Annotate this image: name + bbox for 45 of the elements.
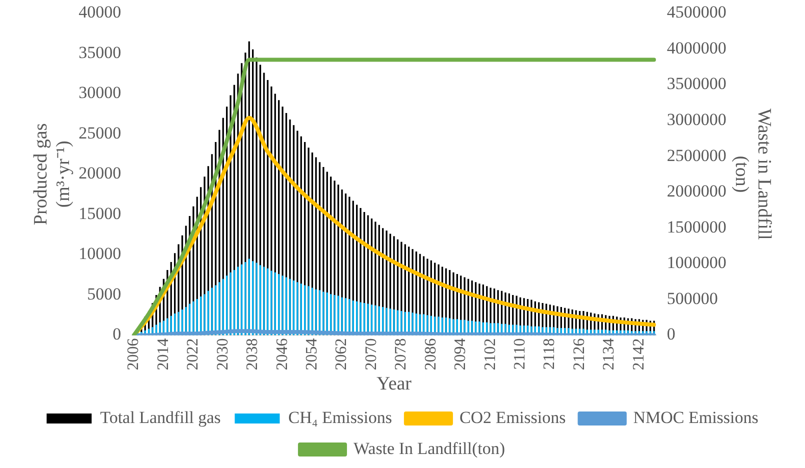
y-tick-label: 30000	[78, 83, 122, 102]
x-tick-label: 2006	[125, 338, 142, 370]
y-tick-label: 20000	[78, 164, 122, 183]
legend-label: NMOC Emissions	[633, 408, 758, 427]
y2-tick-label: 1500000	[666, 217, 726, 236]
x-tick-label: 2046	[274, 338, 291, 370]
y-tick-label: 0	[112, 324, 122, 344]
x-axis-title: Year	[376, 374, 412, 395]
legend-label: CH₄ Emissions	[288, 408, 392, 427]
x-tick-label: 2062	[333, 338, 350, 370]
x-tick-label: 2110	[512, 338, 529, 370]
x-tick-label: 2078	[392, 338, 410, 370]
y2-tick-label: 500000	[666, 288, 718, 308]
y2-axis-title: Waste in Landfill (ton)	[730, 108, 775, 240]
x-tick-label: 2070	[362, 338, 380, 370]
x-tick-label: 2142	[630, 338, 648, 370]
x-tick-label: 2094	[452, 338, 470, 370]
legend-label: Waste In Landfill(ton)	[353, 438, 506, 458]
x-tick-label: 2134	[600, 338, 618, 370]
y-tick-label: 25000	[78, 123, 122, 142]
y2-tick-label: 0	[666, 324, 676, 344]
x-tick-label: 2030	[214, 338, 232, 370]
x-tick-label: 2126	[570, 338, 588, 370]
y-tick-label: 10000	[78, 244, 122, 264]
y-tick-label: 40000	[78, 2, 122, 22]
x-tick-label: 2054	[303, 338, 320, 370]
x-tick-label: 2102	[482, 338, 499, 370]
y2-tick-label: 1000000	[666, 253, 726, 272]
y2-tick-label: 3000000	[666, 110, 726, 129]
y-tick-label: 35000	[78, 42, 122, 62]
legend-label: CO2 Emissions	[459, 408, 566, 427]
y2-tick-label: 4000000	[666, 38, 726, 58]
y2-tick-label: 4500000	[666, 2, 726, 22]
y2-tick-label: 2500000	[666, 146, 726, 165]
x-tick-label: 2038	[244, 338, 262, 370]
y2-tick-label: 3500000	[666, 74, 726, 94]
x-tick-label: 2022	[184, 338, 202, 370]
x-tick-label: 2118	[541, 338, 558, 370]
y2-tick-label: 2000000	[666, 182, 726, 201]
y-tick-label: 15000	[78, 204, 122, 223]
legend-label: Total Landfill gas	[100, 408, 221, 427]
x-tick-label: 2086	[422, 338, 440, 370]
y-tick-label: 5000	[87, 284, 122, 304]
y-axis-title: Produced gas (m³·yr⁻¹)	[30, 123, 74, 226]
x-tick-label: 2014	[154, 338, 172, 370]
